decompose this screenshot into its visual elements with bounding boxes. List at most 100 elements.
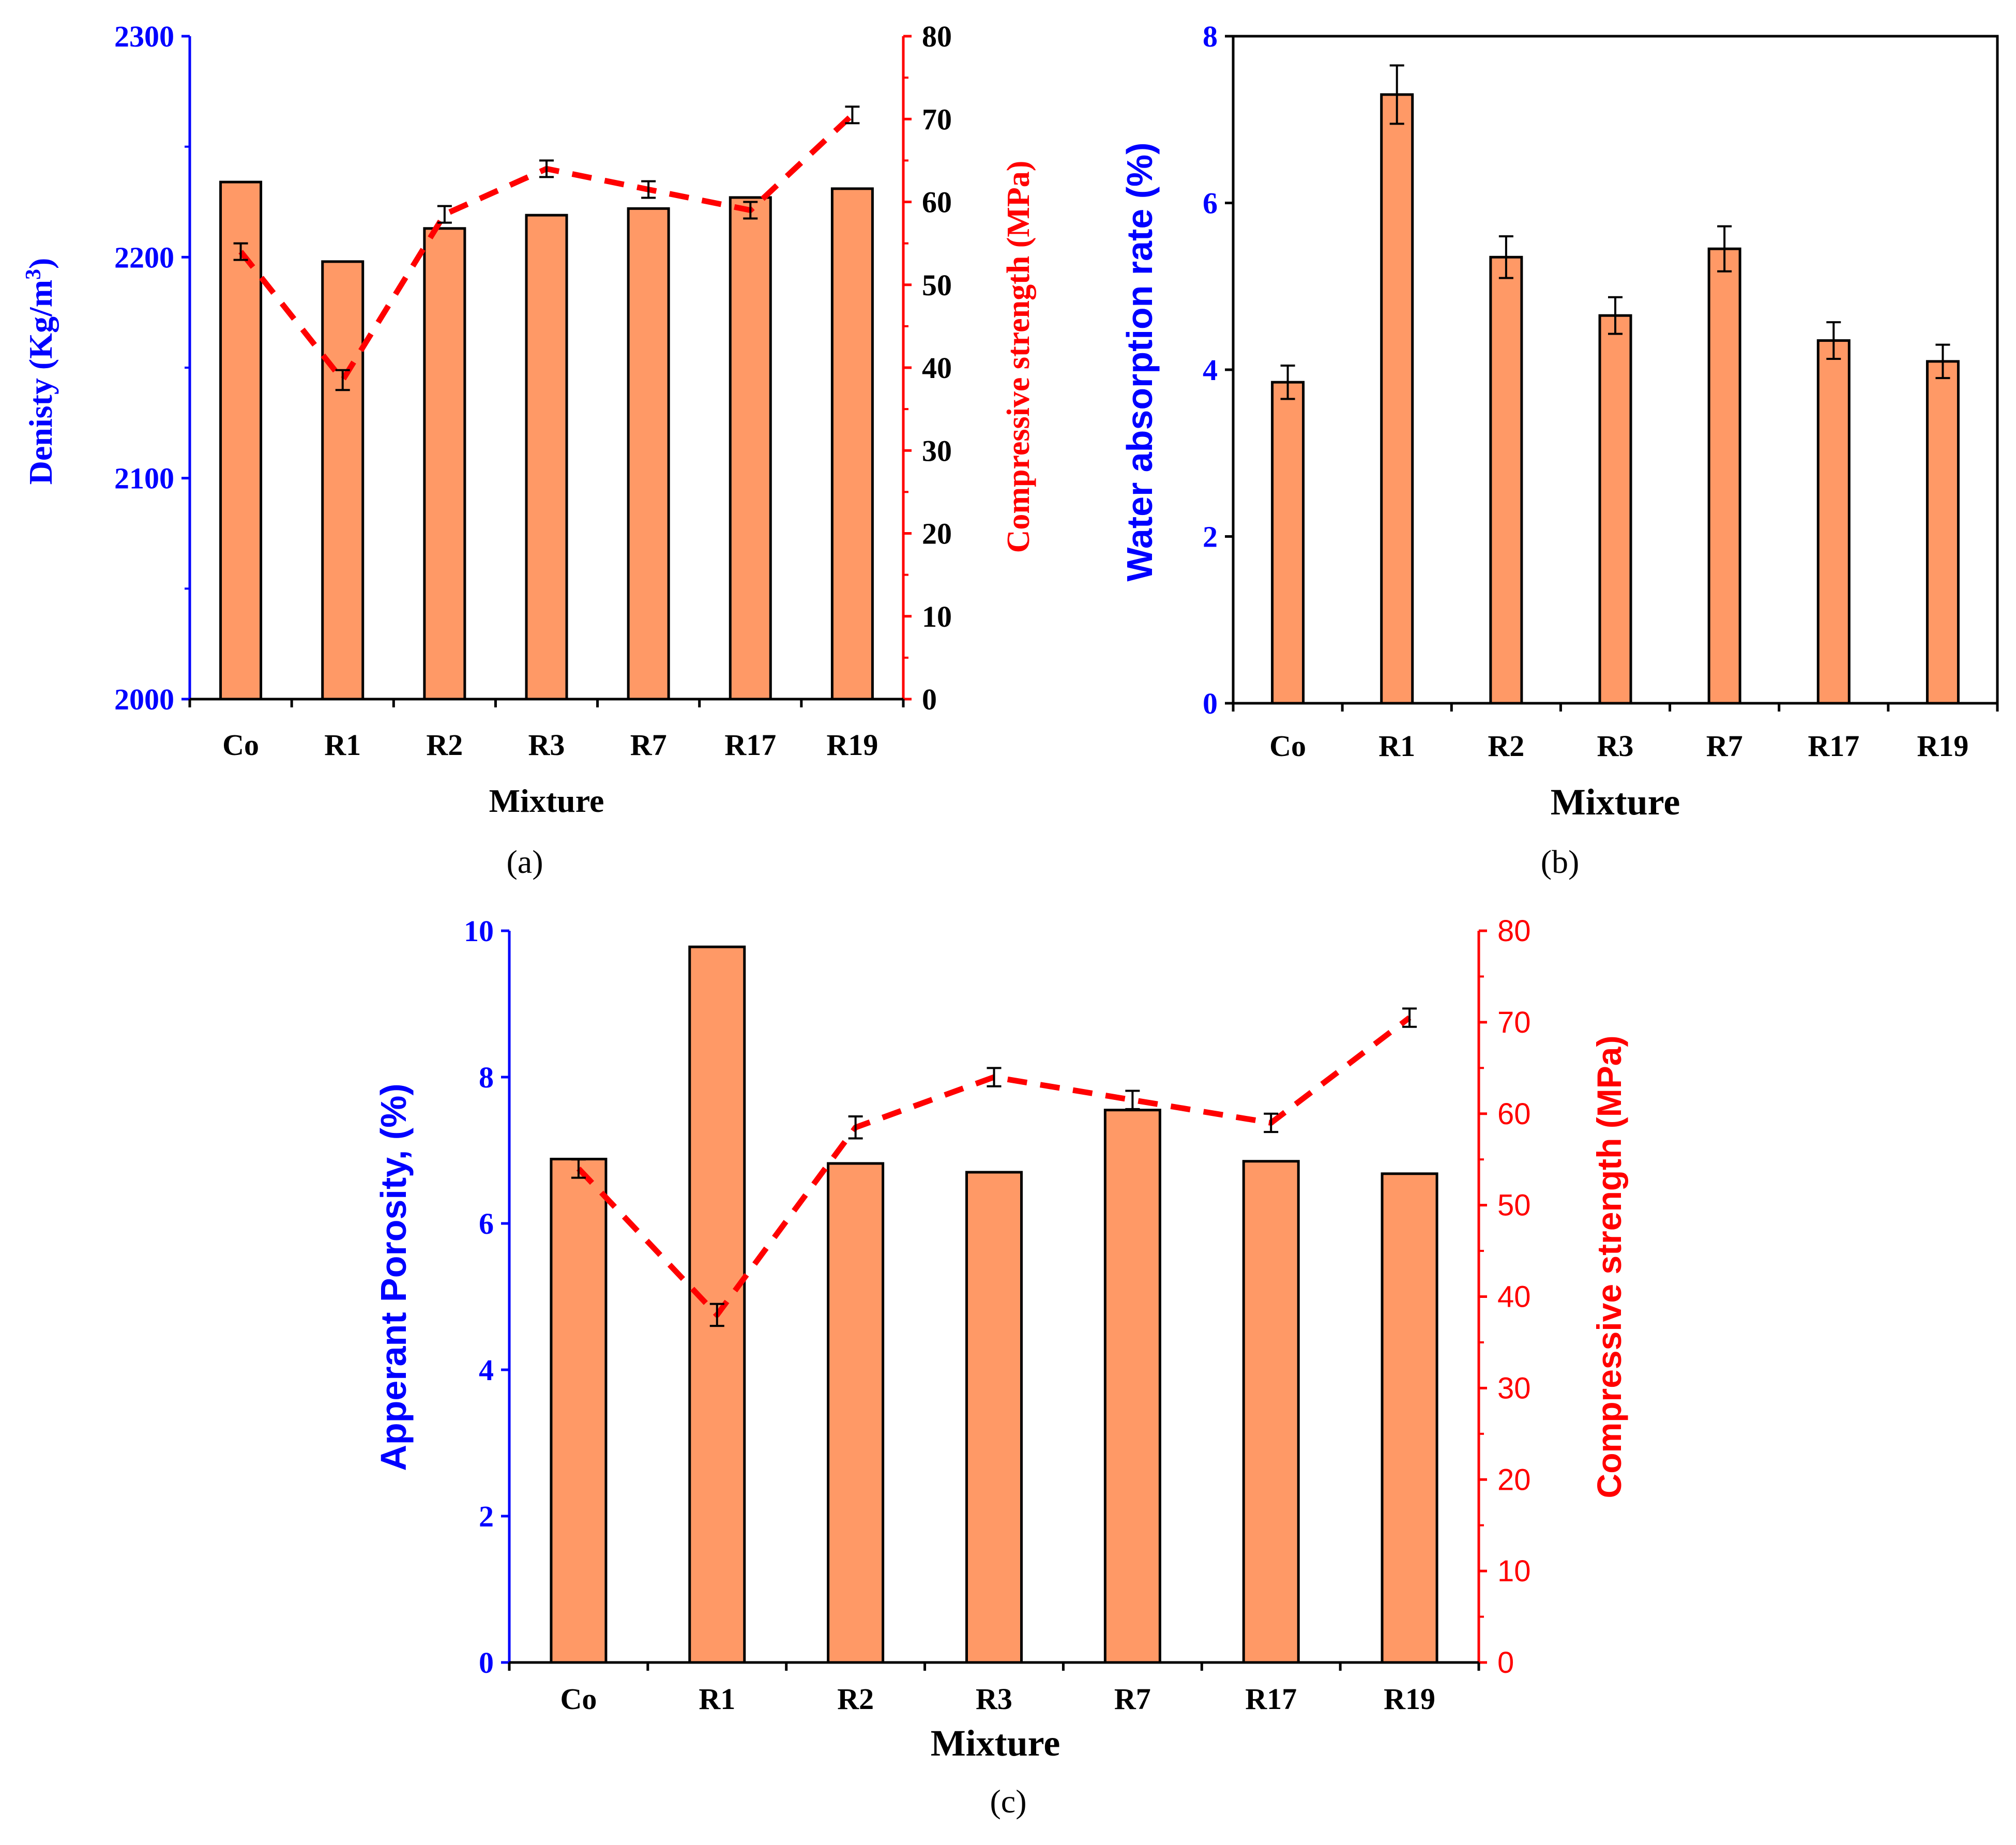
right-tick-label: 50 (1497, 1189, 1531, 1222)
category-label-R17: R17 (1245, 1682, 1297, 1716)
panel-b-xlabel: Mixture (1551, 781, 1680, 823)
right-tick-label: 20 (1497, 1463, 1531, 1496)
category-label-R3: R3 (1597, 729, 1634, 763)
panel-a-y2label: Compressive strength (MPa) (1001, 161, 1036, 553)
panel-a-ylabel-close: ) (22, 258, 59, 269)
right-tick-label: 80 (922, 20, 952, 53)
strength-errorbar-Co (233, 242, 248, 261)
right-tick-label: 60 (1497, 1097, 1531, 1131)
errorbar-Co (1280, 364, 1295, 400)
right-tick-label: 80 (1497, 914, 1531, 948)
strength-errorbar-R1 (335, 369, 350, 391)
bar-R2 (827, 1162, 885, 1664)
panel-a-category-labels: Co R1 R2 R3 R7 R17 R19 (188, 699, 905, 762)
bar-R7 (1103, 1109, 1161, 1664)
panel-c-category-labels: Co R1 R2 R3 R7 R17 R19 (508, 1662, 1480, 1716)
category-label-R2: R2 (1488, 729, 1524, 763)
left-tick-label: 2300 (114, 20, 174, 53)
errorbar-R3 (1608, 296, 1623, 335)
category-label-R1: R1 (1378, 729, 1415, 763)
panel-a-xlabel: Mixture (489, 782, 604, 819)
panel-a-chart: 2000 2100 2200 2300 0 10 20 30 40 50 60 70 80 Co R1 R… (22, 20, 1036, 880)
category-label-R1: R1 (324, 728, 361, 762)
bar-R1 (321, 260, 365, 701)
panel-c-right-ticks: 0 10 20 30 40 50 60 70 80 (1479, 914, 1531, 1680)
left-tick-label: 6 (1203, 187, 1218, 220)
right-tick-label: 40 (1497, 1280, 1531, 1314)
left-tick-label: 0 (1203, 687, 1218, 720)
bar-R1 (1380, 93, 1414, 705)
strength-errorbar-R17 (743, 201, 758, 220)
bar-Co (550, 1157, 608, 1664)
panel-a-strength-errorbars (233, 105, 860, 391)
right-tick-label: 50 (922, 268, 952, 302)
bar-Co (219, 180, 263, 701)
panel-b-errorbars (1280, 64, 1950, 400)
panel-a-panel-label: (a) (506, 843, 543, 880)
right-tick-label: 70 (922, 102, 952, 136)
errorbar-R19 (1935, 343, 1950, 380)
right-tick-label: 10 (922, 600, 952, 633)
left-tick-label: 2100 (114, 462, 174, 495)
panel-c-ylabel: Apperant Porosity, (%) (373, 1083, 414, 1471)
bar-R3 (1598, 314, 1632, 705)
panel-c-y2label: Compressive strength (MPa) (1590, 1036, 1628, 1499)
right-tick-label: 70 (1497, 1006, 1531, 1039)
right-tick-label: 10 (1497, 1554, 1531, 1588)
strength-errorbar-Co (571, 1158, 586, 1179)
right-tick-label: 0 (922, 683, 937, 716)
bar-R17 (1816, 339, 1851, 705)
strength-errorbar-R19 (1402, 1007, 1417, 1028)
right-tick-label: 40 (922, 351, 952, 385)
category-label-R7: R7 (630, 728, 667, 762)
left-tick-label: 2 (479, 1500, 494, 1533)
category-label-R3: R3 (976, 1682, 1012, 1716)
category-label-R19: R19 (1384, 1682, 1435, 1716)
bar-R17 (729, 196, 772, 701)
strength-errorbar-R2 (437, 205, 452, 224)
bar-R17 (1242, 1160, 1300, 1664)
left-tick-label: 6 (479, 1207, 494, 1241)
left-tick-label: 8 (479, 1061, 494, 1094)
panel-b-bars (1271, 93, 1960, 705)
category-label-R19: R19 (1917, 729, 1968, 763)
category-label-R1: R1 (699, 1682, 735, 1716)
right-tick-label: 20 (922, 517, 952, 551)
right-tick-label: 30 (1497, 1371, 1531, 1405)
bar-R7 (627, 207, 670, 701)
left-tick-label: 0 (479, 1646, 494, 1680)
bar-R2 (423, 227, 466, 701)
category-label-R7: R7 (1114, 1682, 1151, 1716)
panel-b-left-ticks: 0 2 4 6 8 (1203, 20, 1233, 720)
strength-errorbar-R7 (641, 180, 656, 199)
panel-c-chart: 0 2 4 6 8 10 0 10 20 30 40 50 60 70 80 Co R1 R2 R3 R7 R17 R… (373, 914, 1628, 1820)
panel-c-panel-label: (c) (990, 1783, 1026, 1820)
category-label-R7: R7 (1706, 729, 1743, 763)
bar-R19 (1926, 360, 1960, 705)
right-tick-label: 30 (922, 434, 952, 467)
bar-Co (1271, 381, 1305, 705)
bar-R7 (1707, 247, 1741, 705)
left-tick-label: 2000 (114, 683, 174, 716)
errorbar-R2 (1498, 235, 1513, 279)
bar-R19 (830, 187, 874, 701)
panel-b-panel-label: (b) (1541, 843, 1580, 880)
strength-errorbar-R7 (1125, 1090, 1140, 1110)
panel-b-chart: 0 2 4 6 8 Co R1 R2 R3 R7 R17 R19 Mixture Water abs… (1119, 20, 1999, 880)
panel-a-left-ticks: 2000 2100 2200 2300 (114, 20, 190, 716)
bar-R19 (1381, 1172, 1438, 1664)
panel-c-bars (550, 945, 1438, 1664)
panel-c-left-ticks: 0 2 4 6 8 10 (464, 914, 509, 1680)
panel-a-ylabel-sup: 3 (22, 269, 46, 280)
left-tick-label: 4 (479, 1353, 494, 1387)
strength-errorbar-R1 (709, 1303, 724, 1327)
panel-c-strength-errorbars (571, 1007, 1417, 1327)
strength-errorbar-R3 (539, 159, 554, 178)
panel-a-ylabel: Denisty (Kg/m3) (22, 258, 59, 485)
bar-R3 (965, 1171, 1023, 1664)
right-tick-label: 0 (1497, 1646, 1514, 1680)
category-label-Co: Co (560, 1682, 597, 1716)
errorbar-R1 (1389, 64, 1404, 125)
panel-c-xlabel: Mixture (931, 1722, 1060, 1764)
